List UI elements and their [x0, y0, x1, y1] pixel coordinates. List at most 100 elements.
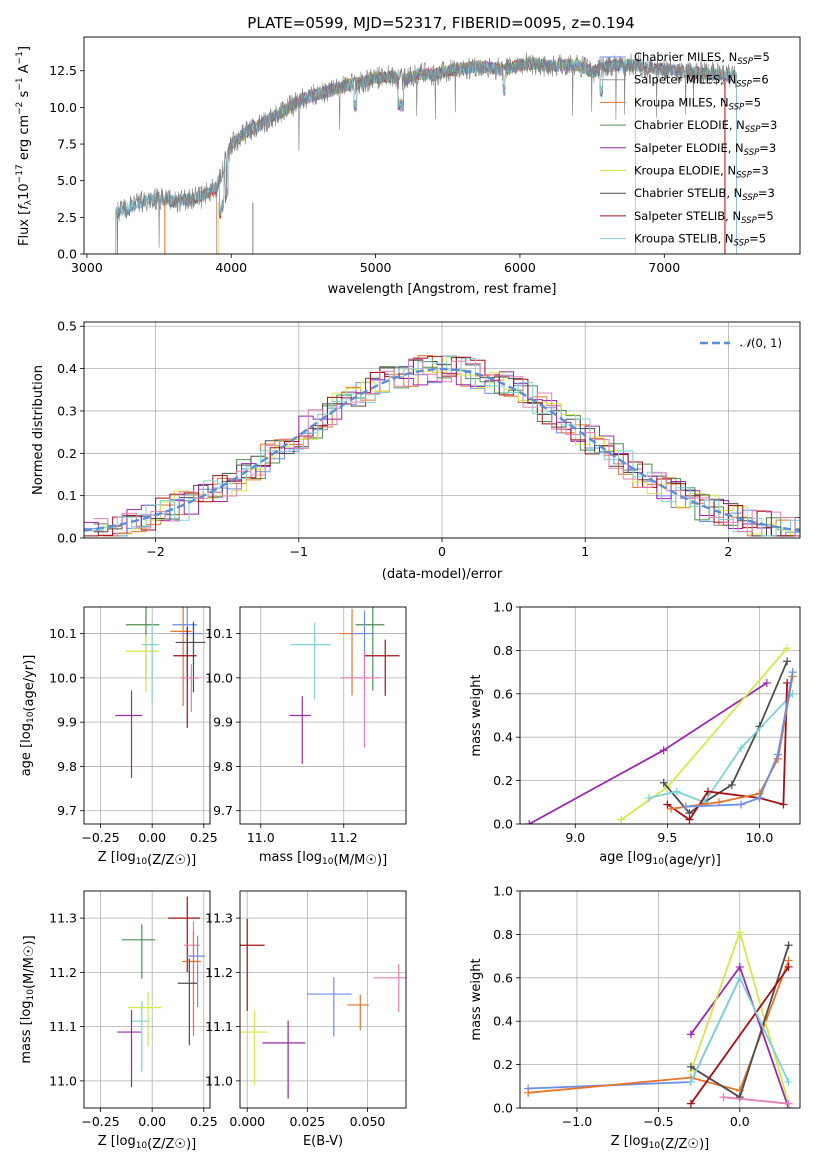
y-tick-label: 11.0 — [205, 1073, 233, 1088]
legend-entry: Kroupa MILES, NSSP=5 — [634, 95, 761, 112]
age-vs-mass-panel: 11.0 11.2 9.7 9.8 9.9 10.0 10.1 mass [log10(M/M… — [205, 606, 407, 868]
mw-marker — [755, 793, 764, 802]
axes-frame — [83, 321, 801, 539]
x-tick-label: 0.0 — [730, 1114, 750, 1129]
y-tick-label: 1.0 — [493, 600, 513, 615]
y-tick-label: 11.1 — [49, 1019, 77, 1034]
y-tick-label: 0.2 — [57, 446, 77, 461]
error-bars — [117, 896, 205, 1088]
mw-marker — [686, 1030, 695, 1039]
y-tick-label: 0.8 — [493, 927, 513, 942]
massweight-vs-age-panel: 9.0 9.5 10.0 0.0 0.2 0.4 0.6 0.8 1.0 age [log10(a… — [469, 600, 801, 868]
residual-histogram-panel: −2 −1 0 1 2 0.0 0.1 0.2 0.3 0.4 0.5 (data-model)/er… — [31, 319, 801, 582]
y-axis-label: mass weight — [469, 958, 484, 1040]
y-tick-label: 0.6 — [493, 686, 513, 701]
y-tick-label: 0.8 — [493, 643, 513, 658]
x-tick-label: 11.0 — [247, 830, 275, 845]
mw-marker — [783, 657, 792, 666]
x-axis-label: (data-model)/error — [382, 567, 503, 582]
mw-line-pink — [723, 1096, 789, 1105]
y-tick-label: 0.4 — [493, 1014, 513, 1029]
spectrum-miles_kroupa — [164, 56, 726, 254]
spectrum-miles_salpeter — [115, 58, 737, 254]
y-tick-label: 2.5 — [57, 210, 77, 225]
mw-marker — [784, 1099, 793, 1108]
massweight-vs-Z-panel: −1.0 −0.5 0.0 0.0 0.2 0.4 0.6 0.8 1.0 Z [log10(Z/… — [469, 884, 801, 1152]
mw-line-stelib_salpeter — [666, 682, 788, 821]
y-tick-label: 10.1 — [49, 626, 77, 641]
y-tick-label: 0.5 — [57, 319, 77, 334]
legend-entry: Kroupa ELODIE, NSSP=3 — [634, 164, 769, 181]
legend-entry: Chabrier MILES, NSSP=5 — [634, 50, 770, 67]
hist-stelib_kroupa — [88, 358, 800, 537]
error-bars — [115, 607, 206, 779]
y-tick-label: 9.8 — [57, 759, 77, 774]
x-axis-label: wavelength [Angstrom, rest frame] — [328, 282, 557, 297]
y-tick-label: 11.2 — [205, 965, 233, 980]
x-tick-label: 3000 — [71, 260, 103, 275]
y-tick-label: 0.0 — [493, 817, 513, 832]
error-bars — [240, 918, 406, 1099]
x-tick-label: −1.0 — [562, 1114, 592, 1129]
y-tick-label: 0.0 — [57, 531, 77, 546]
spectrum-gray — [115, 52, 737, 254]
mw-marker — [686, 1062, 695, 1071]
x-tick-label: 0.00 — [138, 1114, 166, 1129]
x-axis-label: E(B-V) — [303, 1134, 343, 1149]
mw-marker — [784, 962, 793, 971]
y-tick-label: 11.2 — [49, 965, 77, 980]
mw-marker — [667, 804, 676, 813]
y-tick-label: 5.0 — [57, 173, 77, 188]
x-tick-label: 1 — [581, 544, 589, 559]
y-tick-label: 11.1 — [205, 1019, 233, 1034]
y-tick-label: 0.1 — [57, 488, 77, 503]
y-tick-label: 11.3 — [49, 911, 77, 926]
spectrum-stelib_salpeter — [164, 58, 726, 254]
x-tick-label: 0.25 — [190, 830, 218, 845]
y-tick-label: 7.5 — [57, 137, 77, 152]
axes-frame — [239, 606, 407, 825]
hist-elodie_kroupa — [88, 356, 800, 537]
hist-stelib_chabrier — [93, 357, 800, 537]
axes-frame — [83, 36, 801, 255]
legend-entry: Kroupa STELIB, NSSP=5 — [634, 232, 766, 249]
spectrum-stelib_kroupa — [115, 57, 737, 254]
y-tick-label: 0.2 — [493, 1057, 513, 1072]
y-tick-label: 0.4 — [493, 730, 513, 745]
mw-marker — [659, 778, 668, 787]
y-tick-label: 9.8 — [213, 759, 233, 774]
mw-marker — [737, 800, 746, 809]
axes-frame — [519, 606, 801, 825]
mw-marker — [663, 800, 672, 809]
mw-marker — [735, 928, 744, 937]
y-tick-label: 1.0 — [493, 884, 513, 899]
x-tick-label: 0 — [438, 544, 446, 559]
axes-frame — [83, 890, 211, 1109]
spectrum-panel: 3000 4000 5000 6000 7000 0.0 2.5 5.0 7.5 10.0 12.5… — [15, 36, 801, 297]
mw-marker — [735, 1093, 744, 1102]
legend-entry: Chabrier ELODIE, NSSP=3 — [634, 118, 777, 135]
x-axis-label: age [log10(age/yr)] — [599, 850, 721, 868]
y-tick-label: 11.3 — [205, 911, 233, 926]
mw-marker — [524, 1088, 533, 1097]
y-tick-label: 0.2 — [493, 773, 513, 788]
x-tick-label: −2 — [146, 544, 164, 559]
age-vs-Z-panel: −0.25 0.00 0.25 9.7 9.8 9.9 10.0 10.1 Z [log10(Z… — [19, 606, 218, 868]
hist-pink — [93, 358, 800, 537]
mw-marker — [525, 820, 534, 824]
x-tick-label: 0.025 — [289, 1114, 325, 1129]
x-tick-label: 11.2 — [330, 830, 358, 845]
mw-marker — [737, 744, 746, 753]
y-tick-label: 0.0 — [57, 247, 77, 262]
x-axis-label: mass [log10(M/M☉)] — [259, 850, 387, 868]
mw-marker — [719, 1093, 728, 1102]
y-tick-label: 0.0 — [493, 1101, 513, 1116]
mw-line-miles_chabrier — [528, 977, 741, 1090]
legend-entry: Chabrier STELIB, NSSP=3 — [634, 186, 775, 203]
x-tick-label: 0.000 — [229, 1114, 265, 1129]
y-axis-label: mass weight — [469, 674, 484, 756]
legend-entry: 𝒩(0, 1) — [740, 336, 782, 350]
y-tick-label: 10.0 — [205, 670, 233, 685]
x-axis-label: Z [log10(Z/Z☉)] — [611, 1134, 709, 1152]
